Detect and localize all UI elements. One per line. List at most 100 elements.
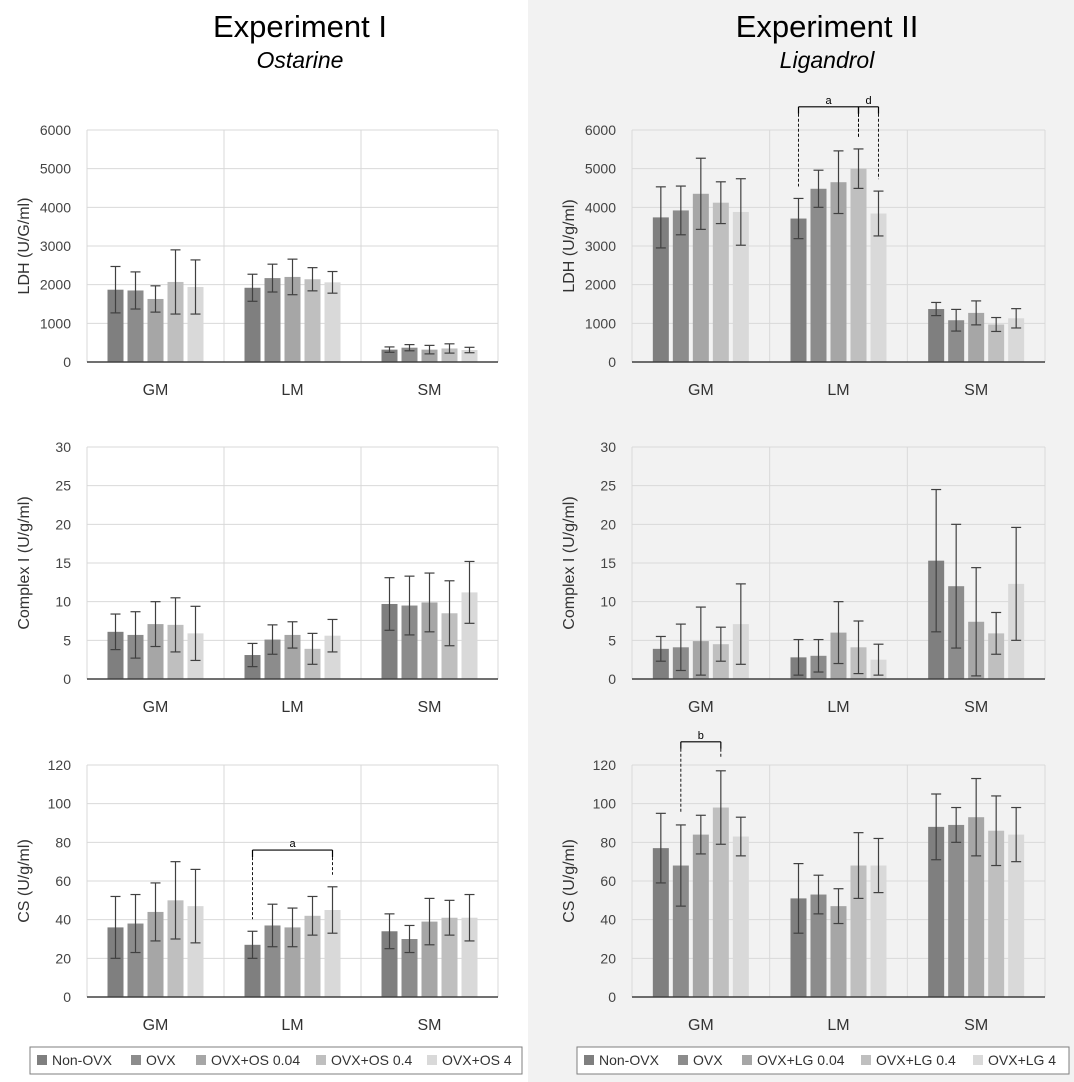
y-axis-label: CS (U/g/ml) — [16, 839, 33, 923]
experiment-i-title: Experiment I — [212, 9, 387, 44]
bar — [187, 286, 204, 362]
bar — [304, 279, 321, 362]
category-label: GM — [688, 1017, 714, 1034]
bar — [167, 900, 184, 997]
legend-swatch — [742, 1055, 752, 1065]
y-tick-label: 30 — [600, 439, 616, 455]
bar — [830, 906, 847, 997]
bar — [1008, 834, 1025, 997]
legend-swatch — [131, 1055, 141, 1065]
bar — [1008, 318, 1025, 362]
category-label: LM — [827, 382, 849, 399]
chart-5: 0 20 40 60 80 100 120 GM LM SM CS (U/g/ml) b — [561, 730, 1046, 1034]
bar — [712, 202, 729, 362]
bar — [244, 287, 261, 362]
bar — [672, 865, 689, 997]
y-tick-label: 5000 — [585, 161, 616, 177]
category-label: LM — [827, 1017, 849, 1034]
y-tick-label: 15 — [55, 555, 71, 571]
chart-1: 0 5 10 15 20 25 30 GM LM SM Complex I (U/g/ml) — [16, 439, 499, 716]
category-label: LM — [281, 699, 303, 716]
y-tick-label: 80 — [600, 834, 616, 850]
y-tick-label: 3000 — [585, 238, 616, 254]
legend-label: OVX+LG 0.4 — [876, 1052, 956, 1068]
y-tick-label: 5 — [608, 632, 616, 648]
y-tick-label: 60 — [600, 873, 616, 889]
bar — [870, 213, 887, 362]
y-tick-label: 120 — [48, 757, 72, 773]
y-tick-label: 40 — [55, 912, 71, 928]
y-tick-label: 0 — [63, 989, 71, 1005]
chart-2: 0 20 40 60 80 100 120 GM LM SM CS (U/g/ml) a — [16, 757, 499, 1034]
bar — [421, 921, 438, 997]
bar — [712, 807, 729, 997]
y-tick-label: 1000 — [40, 315, 71, 331]
y-axis-label: LDH (U/G/ml) — [16, 198, 33, 295]
y-tick-label: 20 — [55, 950, 71, 966]
significance-label: b — [698, 730, 704, 742]
legend-label: OVX+LG 4 — [988, 1052, 1056, 1068]
y-tick-label: 2000 — [40, 277, 71, 293]
y-tick-label: 100 — [48, 796, 72, 812]
bar — [264, 925, 281, 997]
legend-box — [576, 1046, 1070, 1075]
y-tick-label: 5 — [63, 632, 71, 648]
bar — [421, 602, 438, 679]
bar — [441, 348, 458, 362]
y-tick-label: 3000 — [40, 238, 71, 254]
bar — [988, 830, 1005, 997]
bar — [461, 917, 478, 997]
bar — [441, 917, 458, 997]
bar — [324, 910, 341, 997]
bar — [284, 276, 301, 362]
bar — [988, 324, 1005, 362]
y-tick-label: 120 — [593, 757, 617, 773]
bar — [968, 817, 985, 997]
category-label: GM — [143, 1017, 169, 1034]
experiment-ii-title: Experiment II — [735, 9, 919, 44]
bar — [147, 911, 164, 997]
bar — [107, 289, 124, 362]
y-tick-label: 0 — [608, 671, 616, 687]
legend-swatch — [584, 1055, 594, 1065]
bar — [324, 282, 341, 362]
legend-label: OVX+OS 4 — [442, 1052, 512, 1068]
bar — [692, 834, 709, 997]
bar — [652, 848, 669, 997]
y-tick-label: 40 — [600, 912, 616, 928]
y-tick-label: 4000 — [585, 199, 616, 215]
y-tick-label: 10 — [55, 594, 71, 610]
y-tick-label: 20 — [55, 516, 71, 532]
bar — [652, 648, 669, 679]
bar — [147, 624, 164, 679]
y-tick-label: 80 — [55, 834, 71, 850]
bar — [948, 824, 965, 997]
bar — [850, 168, 867, 362]
legend-label: OVX — [146, 1052, 176, 1068]
y-tick-label: 0 — [608, 354, 616, 370]
category-label: LM — [281, 1017, 303, 1034]
chart-4: 0 5 10 15 20 25 30 GM LM SM Complex I (U/g/ml) — [561, 439, 1046, 716]
bar — [127, 290, 144, 362]
category-label: SM — [418, 382, 442, 399]
bar — [461, 350, 478, 362]
bar — [107, 631, 124, 679]
experiment-i-subtitle: Ostarine — [256, 47, 344, 73]
legend-label: OVX — [693, 1052, 723, 1068]
y-tick-label: 10 — [600, 594, 616, 610]
y-tick-label: 1000 — [585, 315, 616, 331]
bar — [147, 298, 164, 362]
legend-swatch — [37, 1055, 47, 1065]
y-tick-label: 25 — [600, 478, 616, 494]
bar — [401, 939, 418, 997]
category-label: GM — [143, 699, 169, 716]
significance-label: a — [825, 95, 832, 107]
bar — [732, 836, 749, 997]
category-label: SM — [418, 699, 442, 716]
bar — [790, 218, 807, 362]
legend-label: Non-OVX — [52, 1052, 113, 1068]
bar — [928, 826, 945, 997]
chart-3: 0 1000 2000 3000 4000 5000 6000 GM LM SM LDH (U/g/… — [561, 95, 1046, 399]
bar — [284, 634, 301, 679]
bar — [830, 182, 847, 362]
